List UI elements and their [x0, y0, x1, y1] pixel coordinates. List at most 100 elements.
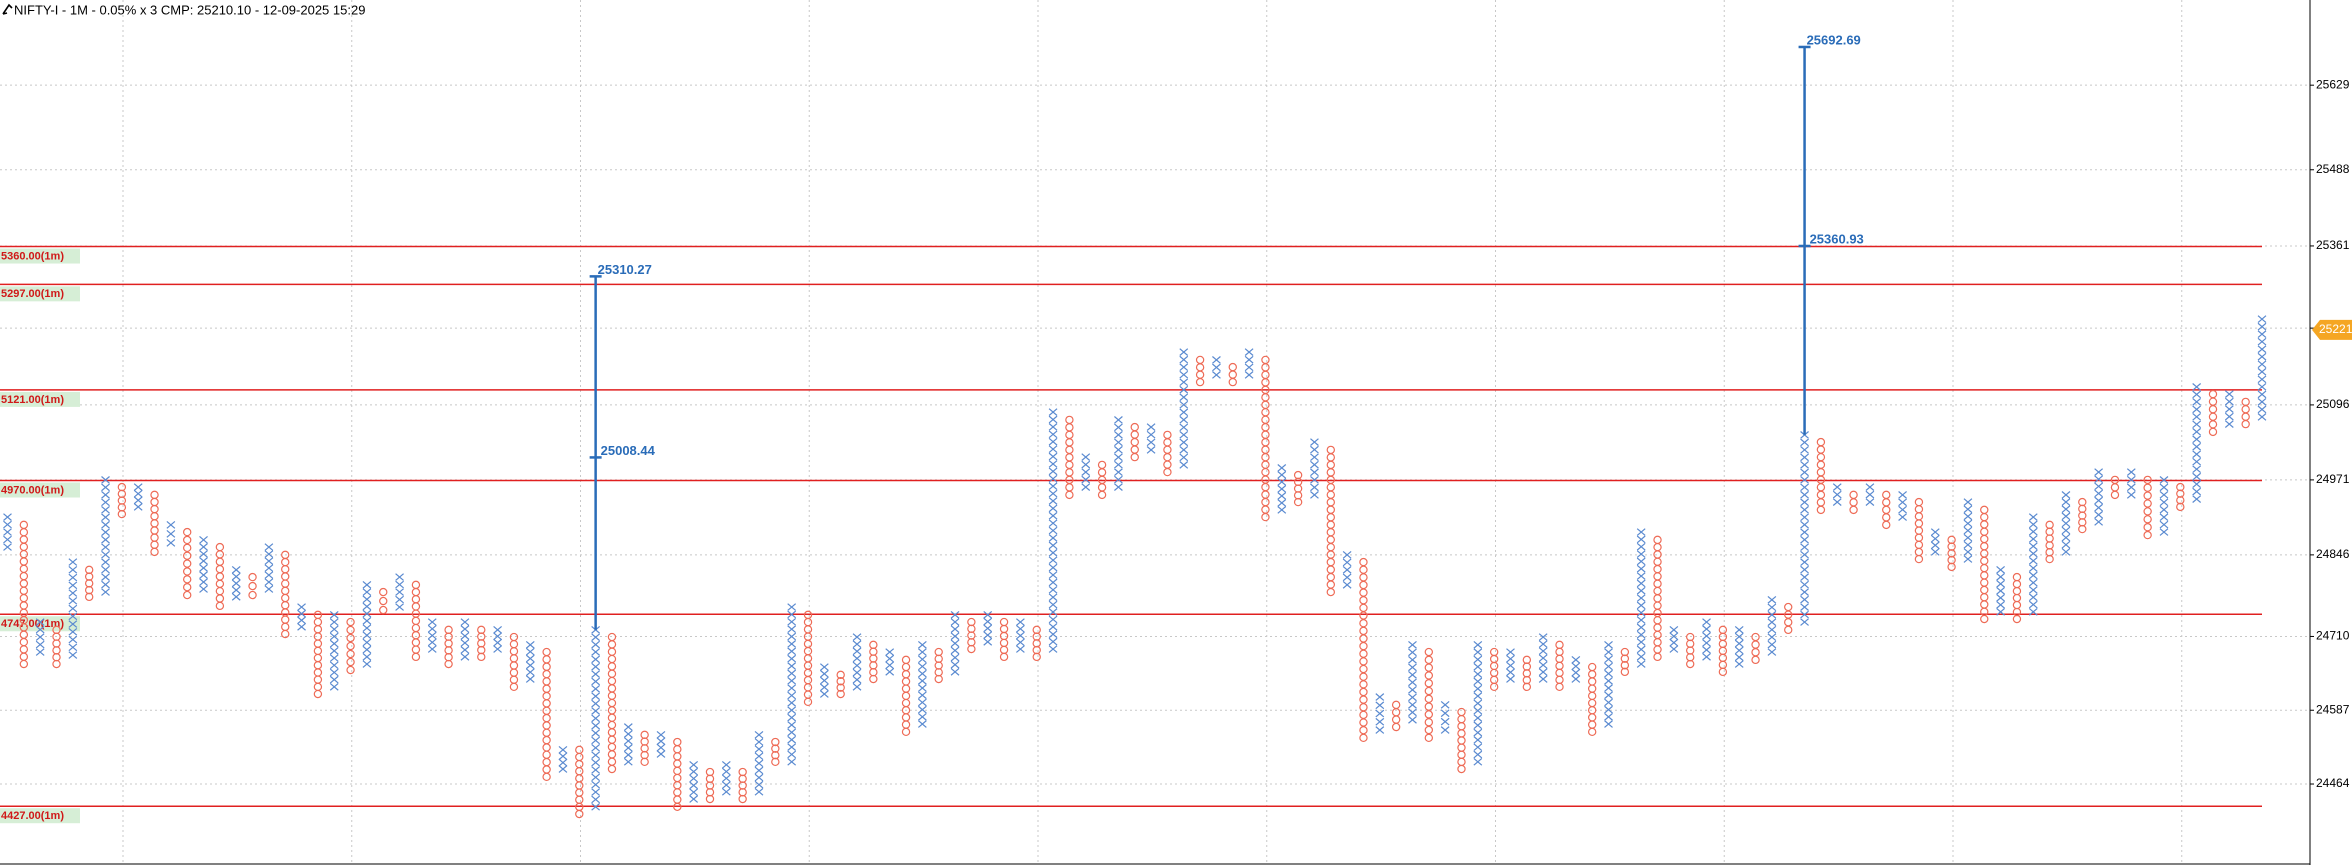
x-box [1604, 705, 1613, 714]
x-box [787, 625, 797, 634]
o-column [248, 572, 257, 600]
x-box [1636, 550, 1646, 558]
x-box [819, 676, 829, 685]
x-box [2061, 512, 2071, 521]
x-box [1048, 578, 1058, 587]
x-box [1277, 492, 1287, 500]
x-box [1604, 691, 1613, 700]
x-box [166, 521, 176, 529]
x-box [166, 539, 176, 547]
x-box [2257, 360, 2267, 369]
x-box [264, 585, 274, 593]
x-box [2028, 520, 2038, 529]
x-column [1310, 438, 1319, 499]
x-box [2094, 518, 2104, 526]
x-box [1767, 633, 1777, 641]
x-box [1800, 618, 1809, 626]
x-box [1767, 610, 1777, 619]
x-box [1636, 645, 1646, 654]
o-box [183, 559, 192, 568]
x-box [591, 714, 601, 723]
x-box [1898, 498, 1907, 507]
x-box [1408, 708, 1417, 717]
o-box [183, 535, 192, 545]
x-box [329, 675, 339, 684]
x-box [1179, 453, 1189, 462]
x-box [2094, 503, 2104, 512]
x-box [1702, 652, 1711, 661]
x-box [2061, 540, 2071, 549]
o-column [2078, 497, 2087, 534]
x-box [525, 647, 535, 656]
x-box [1767, 640, 1777, 649]
x-column [2224, 390, 2234, 428]
x-box [525, 675, 535, 683]
o-box [607, 764, 617, 774]
level-label: 5360.00(1m) [1, 250, 64, 262]
o-box [346, 665, 355, 675]
x-box [1473, 655, 1483, 664]
x-box [917, 640, 927, 649]
x-box [1048, 482, 1058, 491]
x-column [950, 611, 960, 676]
o-box [313, 689, 323, 699]
x-box [1179, 415, 1189, 424]
x-box [2028, 600, 2038, 609]
x-box [591, 729, 601, 737]
o-box [1359, 733, 1368, 743]
o-column [1326, 445, 1335, 597]
x-box [1636, 557, 1646, 566]
x-box [1800, 498, 1809, 507]
x-box [623, 751, 633, 759]
x-box [1506, 648, 1515, 656]
x-box [1996, 566, 2005, 574]
x-box [1016, 645, 1025, 653]
x-column [231, 566, 241, 601]
o-column [738, 767, 747, 804]
o-box [183, 590, 192, 600]
x-box [101, 505, 110, 514]
o-box [52, 659, 61, 669]
x-box [199, 564, 208, 572]
x-box [395, 595, 404, 604]
x-column [1996, 566, 2005, 616]
x-box [1669, 638, 1679, 647]
x-column [2257, 315, 2267, 421]
x-box [2192, 398, 2202, 406]
x-box [2094, 482, 2104, 491]
o-box [19, 659, 29, 669]
x-box [2257, 375, 2267, 384]
x-box [68, 643, 78, 652]
x-box [1506, 661, 1515, 670]
x-box [1408, 648, 1417, 657]
o-column [673, 737, 682, 812]
x-box [1473, 743, 1483, 752]
o-column [1228, 362, 1237, 387]
x-box [427, 618, 437, 626]
x-box [2257, 398, 2267, 406]
x-box [1604, 669, 1613, 678]
x-box [2159, 490, 2169, 499]
x-box [1767, 618, 1777, 627]
x-box [2028, 542, 2038, 551]
x-box [1963, 519, 1973, 528]
x-box [2224, 397, 2234, 406]
x-box [787, 728, 797, 737]
x-box [1734, 632, 1744, 641]
o-column [1163, 430, 1172, 477]
x-box [362, 581, 372, 589]
x-box [1800, 468, 1809, 477]
y-tick-label: 25488 [2316, 162, 2350, 176]
x-box [1800, 550, 1809, 559]
x-box [1963, 548, 1973, 556]
o-box [2078, 524, 2087, 534]
x-box [591, 684, 601, 693]
o-box [1555, 682, 1564, 692]
x-box [68, 573, 78, 582]
x-box [1800, 573, 1809, 581]
x-box [1048, 593, 1058, 602]
x-column [362, 581, 372, 668]
o-box [346, 633, 355, 643]
x-box [1048, 622, 1058, 631]
x-box [787, 617, 797, 626]
